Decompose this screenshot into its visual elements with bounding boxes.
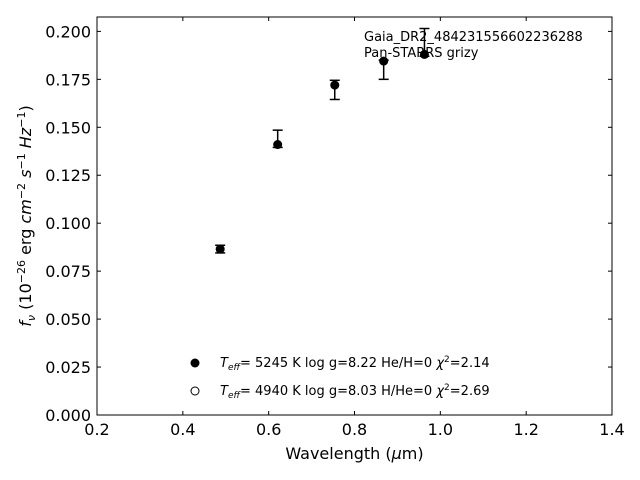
data-point xyxy=(273,140,283,150)
x-tick-label: 1.4 xyxy=(599,420,624,439)
y-axis-label: fν (10−26 erg cm−2 s−1 Hz−1) xyxy=(15,105,38,326)
x-tick-label: 1.2 xyxy=(513,420,538,439)
data-point xyxy=(215,244,225,254)
legend-marker-open xyxy=(190,386,200,396)
y-tick-label: 0.175 xyxy=(45,70,91,89)
legend-marker-filled xyxy=(190,358,200,368)
y-tick-label: 0.075 xyxy=(45,262,91,281)
data-point xyxy=(419,49,429,59)
annotation-line2: Pan-STARRS grizy xyxy=(364,46,479,61)
data-point xyxy=(379,56,389,66)
y-tick-label: 0.025 xyxy=(45,358,91,377)
annotation-line1: Gaia_DR2_484231556602236288 xyxy=(364,30,583,45)
data-marks xyxy=(215,27,430,254)
x-tick-label: 0.8 xyxy=(342,420,367,439)
x-tick-label: 0.2 xyxy=(84,420,109,439)
legend-entry-1: Teff= 5245 K log g=8.22 He/H=0 χ2=2.14 xyxy=(220,355,490,373)
y-tick-label: 0.050 xyxy=(45,310,91,329)
data-point xyxy=(330,80,340,90)
y-tick-label: 0.125 xyxy=(45,166,91,185)
x-tick-label: 0.6 xyxy=(256,420,281,439)
x-axis-label: Wavelength (μm) xyxy=(285,444,423,463)
y-tick-label: 0.200 xyxy=(45,22,91,41)
legend-entry-2: Teff= 4940 K log g=8.03 H/He=0 χ2=2.69 xyxy=(220,383,490,401)
x-tick-label: 0.4 xyxy=(170,420,195,439)
y-tick-label: 0.000 xyxy=(45,406,91,425)
x-tick-label: 1.0 xyxy=(428,420,453,439)
y-tick-label: 0.100 xyxy=(45,214,91,233)
ticks: 0.2 0.4 0.6 0.8 1.0 1.2 1.4 0.000 0.025 0.050 0.07… xyxy=(45,17,625,439)
legend: Teff= 5245 K log g=8.22 He/H=0 χ2=2.14 T… xyxy=(190,355,490,401)
y-tick-label: 0.150 xyxy=(45,118,91,137)
